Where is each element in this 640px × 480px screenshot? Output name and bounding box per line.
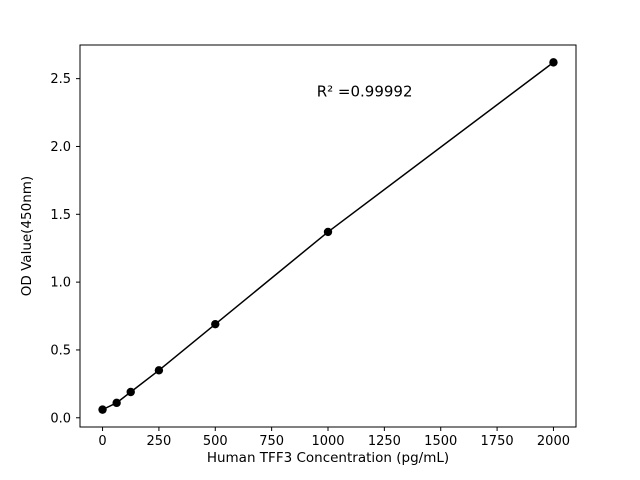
x-tick-label: 1500 [424, 434, 457, 449]
x-tick-label: 500 [203, 434, 228, 449]
y-tick-label: 1.5 [50, 208, 71, 223]
annotation-r-squared: R² =0.99992 [317, 82, 413, 100]
y-axis-label: OD Value(450nm) [19, 176, 35, 296]
x-tick-label: 1000 [311, 434, 344, 449]
y-tick-label: 0.0 [50, 411, 71, 426]
x-tick-label: 250 [146, 434, 171, 449]
data-point [98, 405, 107, 414]
y-tick-label: 2.0 [50, 140, 71, 155]
x-tick-label: 750 [259, 434, 284, 449]
data-point [126, 387, 135, 397]
x-axis-label: Human TFF3 Concentration (pg/mL) [207, 450, 449, 466]
x-tick-label: 0 [98, 434, 106, 449]
y-tick-label: 0.5 [50, 343, 71, 358]
data-point [549, 58, 558, 67]
x-tick-label: 1250 [368, 434, 401, 449]
y-tick-label: 1.0 [50, 276, 71, 291]
data-point [323, 227, 333, 237]
data-point [112, 398, 121, 408]
y-tick-label: 2.5 [50, 72, 71, 87]
x-tick-label: 2000 [537, 434, 570, 449]
data-point [211, 319, 220, 329]
x-tick-label: 1750 [481, 434, 514, 449]
data-point [154, 366, 164, 375]
